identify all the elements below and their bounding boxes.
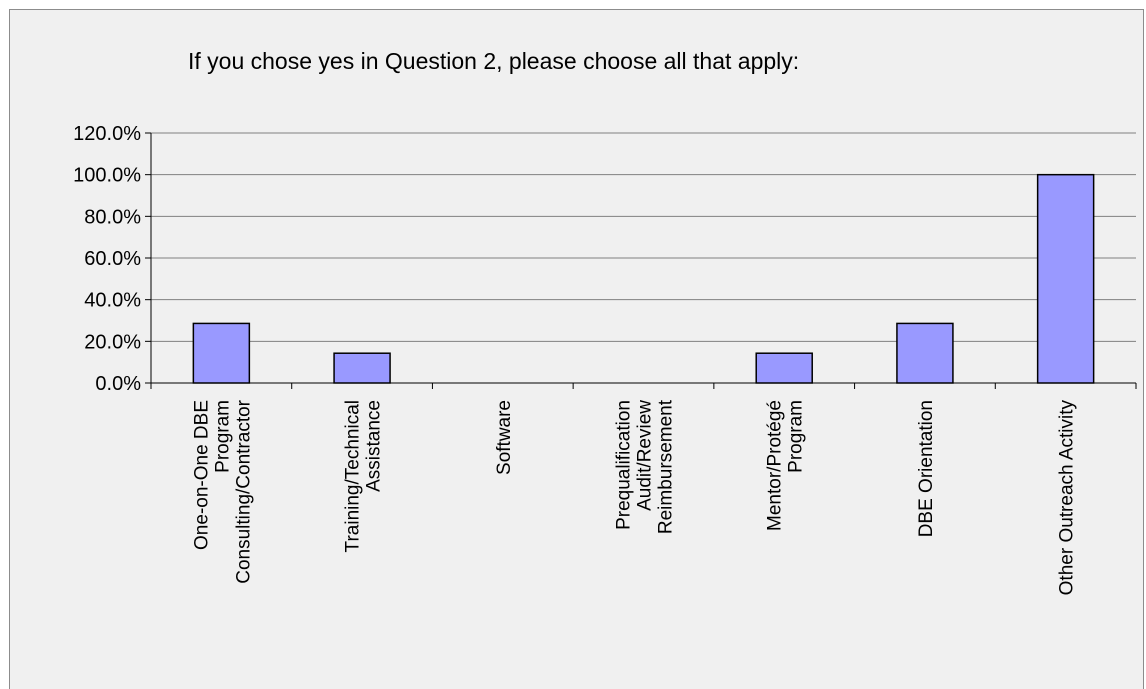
y-tick-label: 20.0%	[84, 331, 141, 353]
x-category-label-line: One-on-One DBE	[191, 400, 212, 550]
x-category-label: One-on-One DBE Program Consulting/Contract…	[191, 399, 254, 583]
gridlines	[151, 132, 1136, 342]
x-category-label-line: Mentor/Protégé	[765, 400, 786, 531]
bar	[896, 322, 954, 384]
x-category-label-line: Program	[212, 400, 233, 473]
x-category-label: Prequalification Audit/Review Reimbursemen…	[614, 399, 677, 534]
x-category-label-line: Reimbursement	[656, 399, 677, 534]
y-tick-label: 0.0%	[95, 373, 141, 395]
x-category-label: Other Outreach Activity	[1057, 400, 1078, 596]
labels: 0.0% 20.0% 40.0% 60.0% 80.0% 100.0% 120.0% One-…	[73, 123, 1077, 595]
x-category-label-line: Audit/Review	[635, 400, 656, 511]
x-category-label-line: Assistance	[364, 400, 385, 492]
x-category-label-line: Training/Technical	[343, 400, 364, 552]
x-category-label: Software	[494, 400, 515, 475]
axes	[145, 132, 1137, 389]
x-category-label-line: DBE Orientation	[916, 400, 937, 537]
y-tick-label: 40.0%	[84, 290, 141, 312]
y-tick-label: 120.0%	[73, 123, 141, 145]
x-category-label-line: Software	[494, 400, 515, 475]
bar	[192, 322, 251, 384]
chart-title: If you chose yes in Question 2, please c…	[188, 48, 800, 74]
x-category-label-line: Program	[786, 400, 807, 473]
x-category-label-line: Other Outreach Activity	[1057, 400, 1078, 596]
bar	[755, 352, 813, 384]
y-tick-label: 100.0%	[73, 165, 141, 187]
y-tick-label: 80.0%	[84, 206, 141, 228]
bars	[192, 173, 1095, 384]
bar	[333, 352, 391, 384]
y-tick-label: 60.0%	[84, 248, 141, 270]
bar	[1036, 173, 1095, 384]
x-category-label-line: Consulting/Contractor	[233, 399, 254, 583]
x-category-label-line: Prequalification	[614, 400, 635, 530]
x-category-label: DBE Orientation	[916, 400, 937, 537]
x-category-label: Mentor/Protégé Program	[765, 400, 807, 531]
x-category-label: Training/Technical Assistance	[343, 400, 385, 552]
